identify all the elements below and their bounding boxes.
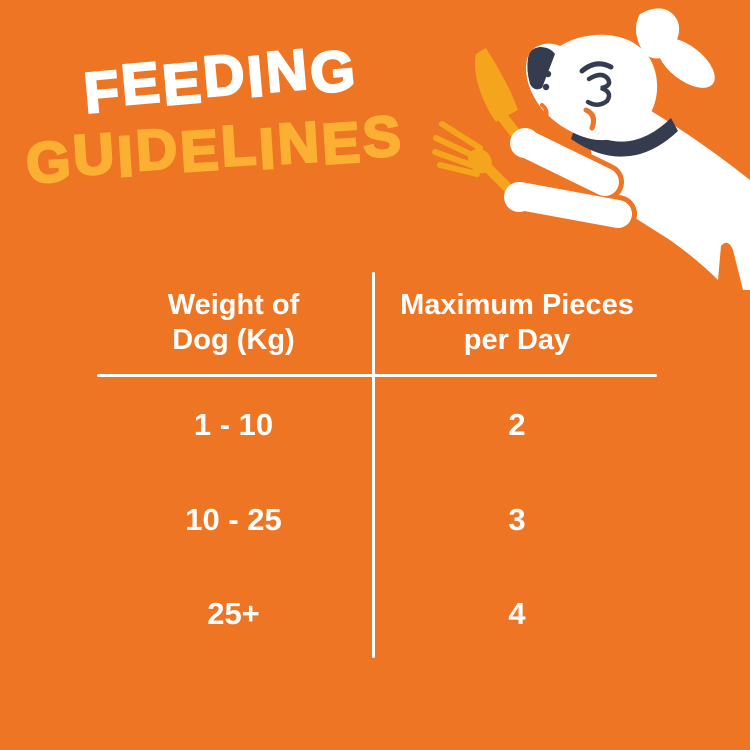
- dog-closed-eye: [585, 72, 612, 107]
- dog-ears: [635, 8, 715, 88]
- dog-illustration: [430, 0, 750, 290]
- column-header-pieces: Maximum Pieces per Day: [377, 288, 657, 358]
- dog-freckle-dot: [544, 70, 552, 78]
- table-row-pieces: 3: [508, 502, 526, 537]
- column-header-pieces-line2: per Day: [463, 324, 571, 356]
- table-row-pieces: 2: [508, 407, 526, 442]
- table-header-divider: [97, 374, 657, 377]
- dog-collar: [571, 118, 678, 157]
- dog-face: [527, 47, 614, 131]
- column-header-weight-line2: Dog (Kg): [172, 324, 295, 356]
- table-row-weight: 10 - 25: [185, 502, 282, 537]
- fork-icon: [432, 121, 527, 207]
- title-guidelines: GUIDELINES: [23, 103, 407, 197]
- dog-with-cutlery-icon: [432, 8, 750, 290]
- table-vertical-divider: [372, 272, 375, 658]
- table-row-weight: 1 - 10: [193, 407, 274, 442]
- column-header-weight-line1: Weight of: [167, 289, 300, 321]
- column-header-pieces-line1: Maximum Pieces: [400, 289, 634, 321]
- table-row-weight: 25+: [207, 596, 260, 631]
- dog-chin-line: [540, 103, 549, 122]
- dog-freckle-dot: [542, 83, 550, 91]
- dog-paws: [504, 128, 540, 212]
- dog-eyebrow: [579, 61, 614, 74]
- table-row-pieces: 4: [508, 596, 526, 631]
- dog-head: [526, 34, 658, 141]
- dog-nose: [527, 47, 555, 90]
- dog-mouth-curl: [583, 107, 596, 131]
- column-header-weight: Weight of Dog (Kg): [95, 288, 372, 358]
- feeding-table: Weight of Dog (Kg) Maximum Pieces per Da…: [95, 272, 657, 658]
